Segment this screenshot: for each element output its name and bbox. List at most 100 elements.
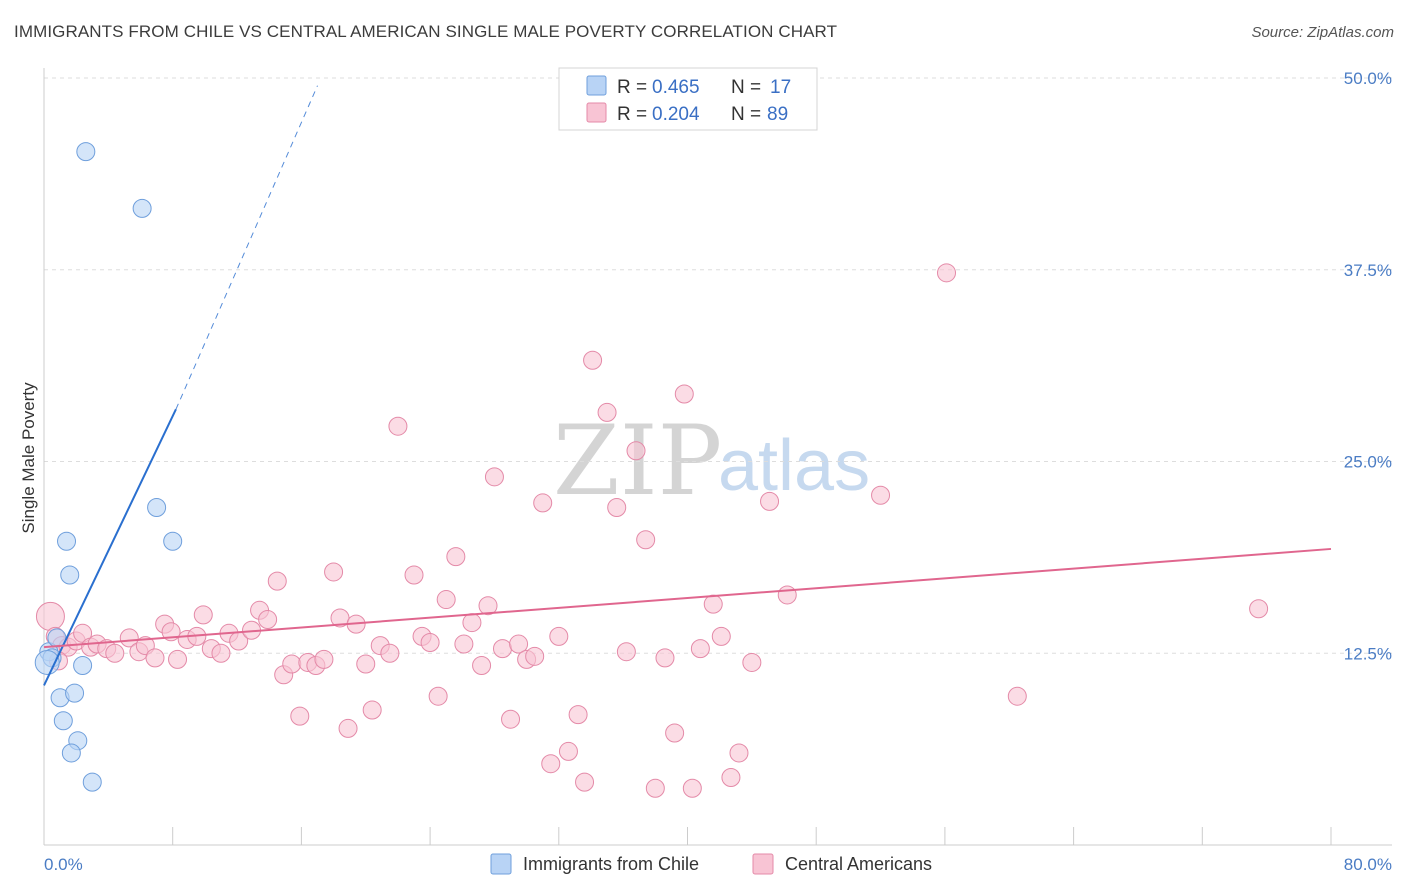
- central-point-48: [446, 547, 466, 567]
- central-point-63: [568, 705, 588, 725]
- central-point-46: [428, 686, 448, 706]
- central-point-81: [742, 652, 762, 672]
- central-point-13: [145, 648, 165, 668]
- chile-point-7: [73, 656, 93, 676]
- legend-r-label-chile: R =: [617, 77, 647, 98]
- central-point-84: [871, 485, 891, 505]
- central-point-52: [478, 596, 498, 616]
- central-point-30: [290, 706, 310, 726]
- central-point-42: [388, 416, 408, 436]
- y-tick-labels: 12.5% 25.0% 37.5% 50.0%: [1344, 69, 1392, 663]
- central-point-43: [404, 565, 424, 585]
- central-point-10: [119, 628, 139, 648]
- central-point-76: [690, 639, 710, 659]
- central-point-26: [258, 610, 278, 630]
- legend-r-value-central: 0.204: [652, 104, 700, 125]
- central-point-66: [597, 402, 617, 422]
- source-label: Source: ZipAtlas.com: [1251, 24, 1394, 41]
- central-point-34: [324, 562, 344, 582]
- trend-line-chile: [43, 408, 177, 686]
- bottom-legend-swatch-chile: [490, 853, 512, 875]
- legend-swatch-central: [586, 102, 607, 123]
- central-point-71: [645, 778, 665, 798]
- bottom-legend-label-chile: Immigrants from Chile: [523, 854, 699, 874]
- trend-line-central: [43, 547, 1332, 649]
- central-point-55: [501, 709, 521, 729]
- central-point-51: [472, 656, 492, 676]
- central-point-61: [549, 626, 569, 646]
- x-tick-label-max: 80.0%: [1344, 855, 1392, 874]
- central-point-75: [682, 778, 702, 798]
- central-point-58: [525, 646, 545, 666]
- y-axis-title: Single Male Poverty: [19, 382, 38, 534]
- central-point-65: [583, 350, 603, 370]
- central-point-49: [454, 634, 474, 654]
- central-point-68: [616, 642, 636, 662]
- chile-point-14: [147, 498, 167, 518]
- central-point-9: [105, 643, 125, 663]
- central-point-45: [420, 633, 440, 653]
- central-point-50: [462, 613, 482, 633]
- central-point-39: [362, 700, 382, 720]
- legend-r-label-central: R =: [617, 104, 647, 125]
- legend-swatch-chile: [586, 75, 607, 96]
- chile-point-6: [60, 565, 80, 585]
- central-point-0: [35, 601, 65, 631]
- legend-n-label-chile: N =: [731, 77, 761, 98]
- central-point-19: [193, 605, 213, 625]
- legend-n-value-chile: 17: [770, 77, 791, 98]
- central-point-54: [492, 639, 512, 659]
- legend-n-label-central: N =: [731, 104, 761, 125]
- trend-lines: [43, 85, 1332, 686]
- central-point-53: [484, 467, 504, 487]
- central-point-85: [937, 263, 957, 283]
- legend-r-value-chile: 0.465: [652, 77, 700, 98]
- central-point-56: [509, 634, 529, 654]
- chile-point-13: [82, 772, 102, 792]
- chile-point-10: [53, 711, 73, 731]
- central-point-64: [575, 772, 595, 792]
- chile-point-0: [76, 142, 96, 162]
- stats-legend: R = 0.465 N = 17 R = 0.204 N = 89: [558, 67, 818, 131]
- central-point-59: [533, 493, 553, 513]
- legend-n-value-central: 89: [767, 104, 788, 125]
- chile-point-9: [65, 683, 85, 703]
- central-point-77: [703, 594, 723, 614]
- gridlines: [44, 77, 1392, 654]
- axes: [43, 68, 1392, 846]
- central-point-60: [541, 754, 561, 774]
- trend-line-chile-extension: [175, 85, 318, 410]
- bottom-legend-label-central: Central Americans: [785, 854, 932, 874]
- central-point-87: [1249, 599, 1269, 619]
- x-tick-label-min: 0.0%: [44, 855, 83, 874]
- central-point-69: [626, 441, 646, 461]
- bottom-legend-swatch-central: [752, 853, 774, 875]
- central-point-79: [721, 768, 741, 788]
- y-tick-label-3: 50.0%: [1344, 69, 1392, 88]
- central-point-82: [760, 491, 780, 511]
- central-point-16: [168, 649, 188, 669]
- central-point-72: [655, 648, 675, 668]
- chart-title: IMMIGRANTS FROM CHILE VS CENTRAL AMERICA…: [14, 22, 838, 41]
- chile-point-1: [132, 198, 152, 218]
- central-point-86: [1007, 686, 1027, 706]
- series-immigrants-from-chile: [34, 142, 183, 792]
- central-point-78: [711, 626, 731, 646]
- series-legend: Immigrants from Chile Central Americans: [490, 853, 932, 875]
- chile-point-12: [61, 743, 81, 763]
- central-point-80: [729, 743, 749, 763]
- central-point-29: [282, 654, 302, 674]
- chile-point-5: [57, 531, 77, 551]
- y-tick-label-1: 25.0%: [1344, 453, 1392, 472]
- central-point-74: [674, 384, 694, 404]
- central-point-38: [356, 654, 376, 674]
- central-point-36: [338, 718, 358, 738]
- central-point-73: [665, 723, 685, 743]
- central-point-67: [607, 498, 627, 518]
- central-point-70: [636, 530, 656, 550]
- y-tick-label-2: 37.5%: [1344, 261, 1392, 280]
- central-point-62: [558, 741, 578, 761]
- y-tick-label-0: 12.5%: [1344, 644, 1392, 663]
- central-point-21: [211, 643, 231, 663]
